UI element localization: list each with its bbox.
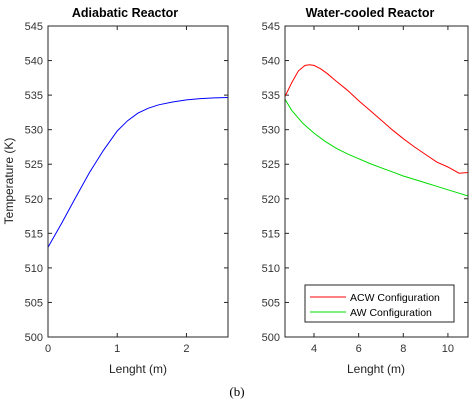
plot-lines bbox=[284, 64, 469, 197]
y-tick-label: 500 bbox=[25, 332, 43, 344]
x-tick-label: 4 bbox=[311, 343, 317, 355]
series-line-0 bbox=[284, 64, 469, 174]
series-line-1 bbox=[284, 99, 469, 197]
legend: ACW Configuration AW Configuration bbox=[304, 284, 455, 323]
x-tick-label: 8 bbox=[400, 343, 406, 355]
axes-ticks: 500 505 510 515 520 525 530 535 540 545 0 1 2 bbox=[25, 21, 228, 355]
y-tick-label: 535 bbox=[262, 90, 280, 102]
axes-ticks: 500 505 510 515 520 525 530 535 540 545 4 6 8 10 bbox=[262, 21, 468, 355]
y-tick-label: 530 bbox=[262, 125, 280, 137]
y-tick-label: 500 bbox=[262, 332, 280, 344]
x-tick-label: 2 bbox=[183, 343, 189, 355]
y-tick-label: 545 bbox=[25, 21, 43, 33]
x-tick-label: 10 bbox=[442, 343, 454, 355]
x-axis-label: Lenght (m) bbox=[347, 362, 405, 376]
figure-caption: (b) bbox=[229, 384, 244, 399]
y-tick-label: 510 bbox=[25, 263, 43, 275]
legend-box bbox=[304, 284, 455, 323]
y-tick-label: 540 bbox=[262, 56, 280, 68]
y-tick-label: 505 bbox=[262, 297, 280, 309]
y-tick-label: 530 bbox=[25, 125, 43, 137]
x-tick-label: 6 bbox=[356, 343, 362, 355]
chart-title: Adiabatic Reactor bbox=[72, 6, 178, 20]
x-tick-label: 0 bbox=[45, 343, 51, 355]
series-line-0 bbox=[47, 97, 229, 248]
y-tick-label: 525 bbox=[25, 159, 43, 171]
y-tick-label: 505 bbox=[25, 297, 43, 309]
y-tick-label: 520 bbox=[25, 194, 43, 206]
y-tick-label: 525 bbox=[262, 159, 280, 171]
adiabatic-reactor-chart: Adiabatic Reactor 5005055105155205255305… bbox=[2, 6, 229, 376]
chart-title: Water-cooled Reactor bbox=[306, 6, 435, 20]
y-tick-label: 515 bbox=[262, 228, 280, 240]
x-tick-label: 1 bbox=[114, 343, 120, 355]
legend-label-acw: ACW Configuration bbox=[350, 292, 440, 304]
plot-lines bbox=[47, 97, 229, 248]
y-axis-label: Temperature (K) bbox=[2, 138, 16, 225]
legend-label-aw: AW Configuration bbox=[350, 307, 432, 319]
y-tick-label: 540 bbox=[25, 56, 43, 68]
y-tick-label: 535 bbox=[25, 90, 43, 102]
water-cooled-reactor-chart: Water-cooled Reactor 5005055105155205255… bbox=[262, 6, 469, 376]
y-tick-label: 520 bbox=[262, 194, 280, 206]
y-tick-label: 515 bbox=[25, 228, 43, 240]
plot-frame bbox=[47, 25, 229, 338]
plot-frame bbox=[284, 25, 469, 338]
y-tick-label: 545 bbox=[262, 21, 280, 33]
x-axis-label: Lenght (m) bbox=[109, 362, 167, 376]
y-tick-label: 510 bbox=[262, 263, 280, 275]
